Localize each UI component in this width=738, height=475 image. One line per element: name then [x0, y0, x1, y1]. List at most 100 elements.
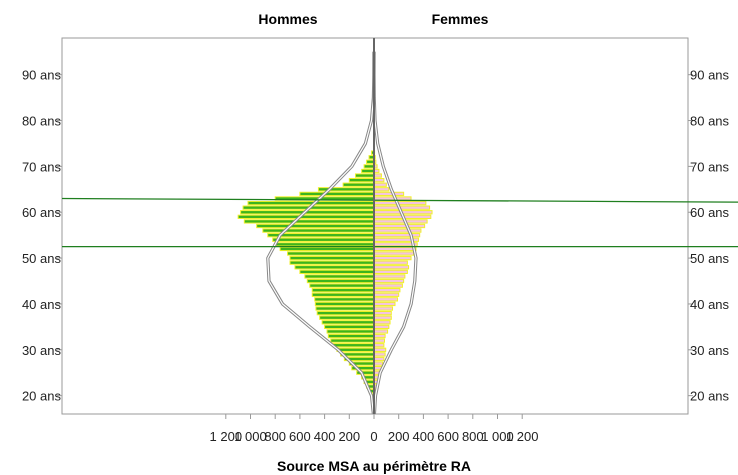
bar-hommes-52 — [279, 246, 375, 252]
bar-hommes-31 — [332, 343, 375, 348]
bar-hommes-32 — [330, 338, 375, 343]
bar-femmes-61 — [373, 205, 431, 210]
bar-hommes-53 — [274, 242, 375, 247]
bar-hommes-38 — [316, 310, 375, 316]
bars-hommes — [237, 150, 375, 407]
y-tick-left-label-30: 30 ans — [22, 343, 62, 358]
bar-hommes-30 — [336, 347, 375, 352]
bar-femmes-41 — [373, 297, 398, 302]
reference-line-1 — [61, 197, 738, 203]
y-tick-right-label-60: 60 ans — [690, 205, 730, 220]
bar-hommes-34 — [326, 329, 375, 334]
x-tick-label-9: 600 — [437, 429, 459, 444]
y-tick-left-label-20: 20 ans — [22, 389, 62, 404]
y-axis-right: 20 ans 30 ans 40 ans 50 ans 60 ans 70 ans 80 a… — [688, 68, 730, 404]
x-tick-label-8: 400 — [413, 429, 435, 444]
y-tick-left-label-70: 70 ans — [22, 159, 62, 174]
y-tick-left-label-50: 50 ans — [22, 251, 62, 266]
bar-hommes-51 — [287, 251, 375, 256]
y-tick-right-label-70: 70 ans — [690, 159, 730, 174]
bar-femmes-49 — [373, 260, 408, 265]
bar-femmes-34 — [373, 329, 389, 334]
bar-femmes-65 — [373, 187, 390, 192]
bar-hommes-46 — [304, 274, 375, 279]
y-tick-right-label-90: 90 ans — [690, 68, 730, 83]
x-tick-label-3: 600 — [289, 429, 311, 444]
reference-curves — [266, 51, 418, 415]
bar-hommes-33 — [327, 333, 375, 339]
bar-hommes-41 — [314, 297, 375, 302]
bar-hommes-44 — [309, 283, 375, 288]
bar-hommes-69 — [361, 168, 375, 174]
bar-hommes-54 — [272, 237, 375, 242]
bar-femmes-57 — [373, 223, 426, 229]
bar-femmes-53 — [373, 242, 418, 247]
bar-femmes-35 — [373, 324, 390, 330]
bar-femmes-62 — [373, 200, 427, 206]
bar-femmes-45 — [373, 278, 405, 284]
bar-hommes-66 — [342, 182, 375, 187]
y-tick-left-label-60: 60 ans — [22, 205, 62, 220]
bar-femmes-29 — [373, 352, 386, 357]
bar-femmes-68 — [373, 173, 382, 178]
bar-hommes-67 — [348, 177, 375, 183]
bar-hommes-71 — [366, 159, 375, 164]
bar-femmes-32 — [373, 338, 385, 343]
bar-femmes-58 — [373, 219, 428, 224]
bar-femmes-47 — [373, 269, 408, 275]
y-tick-right-label-30: 30 ans — [690, 343, 730, 358]
bar-hommes-42 — [311, 292, 375, 297]
y-tick-right-label-40: 40 ans — [690, 297, 730, 312]
bar-hommes-58 — [243, 219, 375, 224]
x-tick-label-6: 0 — [370, 429, 377, 444]
bar-femmes-39 — [373, 306, 394, 311]
bar-femmes-48 — [373, 265, 410, 270]
bar-femmes-40 — [373, 301, 396, 307]
bar-femmes-52 — [373, 246, 417, 252]
x-tick-label-10: 800 — [462, 429, 484, 444]
bar-hommes-55 — [267, 233, 375, 238]
bar-femmes-66 — [373, 182, 387, 187]
y-tick-left-label-80: 80 ans — [22, 114, 62, 129]
bar-hommes-57 — [256, 223, 375, 229]
chart-caption: Source MSA au périmètre RA — [277, 458, 471, 474]
bar-femmes-44 — [373, 283, 403, 288]
bar-femmes-38 — [373, 310, 392, 316]
reference-curve-men-inner — [267, 51, 375, 415]
bar-hommes-35 — [324, 324, 375, 330]
header-femmes: Femmes — [432, 11, 489, 27]
bar-hommes-64 — [299, 191, 375, 197]
x-tick-label-12: 1 200 — [506, 429, 539, 444]
bar-hommes-49 — [289, 260, 375, 265]
bar-femmes-46 — [373, 274, 406, 279]
bar-femmes-33 — [373, 333, 386, 339]
bar-femmes-43 — [373, 288, 401, 293]
bar-femmes-51 — [373, 251, 415, 256]
bar-hommes-45 — [306, 278, 375, 284]
bar-hommes-70 — [363, 164, 375, 169]
bar-femmes-67 — [373, 177, 385, 183]
bar-femmes-50 — [373, 255, 412, 261]
x-tick-label-1: 1 000 — [234, 429, 267, 444]
y-tick-right-label-50: 50 ans — [690, 251, 730, 266]
bar-femmes-64 — [373, 191, 405, 197]
bar-femmes-31 — [373, 343, 385, 348]
y-tick-left-label-40: 40 ans — [22, 297, 62, 312]
x-tick-label-2: 800 — [264, 429, 286, 444]
bar-hommes-56 — [262, 228, 375, 233]
x-tick-label-7: 200 — [388, 429, 410, 444]
bar-femmes-56 — [373, 228, 422, 233]
bar-femmes-28 — [373, 356, 385, 362]
y-tick-right-label-80: 80 ans — [690, 114, 730, 129]
bar-hommes-62 — [247, 200, 375, 206]
bar-hommes-36 — [321, 320, 375, 325]
x-tick-label-11: 1 000 — [481, 429, 514, 444]
bar-hommes-48 — [294, 265, 375, 270]
y-tick-right-label-20: 20 ans — [690, 389, 730, 404]
reference-lines — [61, 197, 738, 248]
y-axis-left: 20 ans 30 ans 40 ans 50 ans 60 ans 70 ans 80 a… — [22, 68, 62, 404]
bar-femmes-30 — [373, 347, 387, 352]
bar-femmes-27 — [373, 361, 384, 366]
